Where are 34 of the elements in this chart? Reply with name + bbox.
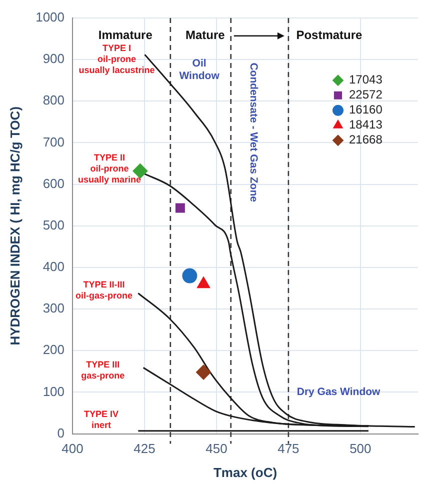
y-tick-label: 200	[42, 342, 65, 358]
legend-label: 17043	[349, 72, 383, 87]
annotation: Postmature	[296, 28, 363, 42]
x-tick-label: 425	[134, 441, 156, 456]
annotation: TYPE III gas-prone	[81, 360, 125, 381]
x-tick-label: 450	[206, 441, 228, 456]
y-tick-label: 700	[42, 134, 65, 150]
annotation: Immature	[98, 28, 153, 42]
x-axis-title: Tmax (oC)	[213, 464, 278, 480]
y-tick-label: 500	[42, 217, 65, 232]
y-tick-label: 300	[42, 300, 65, 316]
annotation: Oil Window	[179, 58, 220, 82]
y-tick-label: 0	[57, 425, 65, 440]
annotation: Dry Gas Window	[296, 386, 382, 398]
annotation: Mature	[186, 28, 226, 42]
x-tick-label: 500	[350, 441, 372, 456]
y-tick-label: 100	[42, 384, 65, 399]
x-tick-label: 475	[278, 441, 300, 456]
legend-label: 21668	[349, 132, 383, 147]
y-tick-label: 400	[42, 259, 65, 274]
y-tick-label: 800	[42, 92, 65, 108]
legend-label: 16160	[349, 102, 383, 117]
annotation: Condensate - Wet Gas Zone	[247, 62, 260, 202]
annotation: TYPE IV inert	[84, 409, 118, 430]
y-tick-label: 1000	[36, 10, 65, 25]
legend-label: 22572	[349, 88, 383, 102]
x-tick-label: 400	[62, 441, 84, 456]
y-tick-label: 900	[42, 51, 65, 66]
annotation: TYPE I oil-prone usually lacustrine	[78, 43, 155, 76]
annotation: TYPE II oil-prone usually marine	[78, 152, 141, 184]
annotation: TYPE II-III oil-gas-prone	[75, 280, 132, 301]
y-axis-title: HYDROGEN INDEX ( HI, mg HC/g TOC)	[7, 106, 22, 346]
y-tick-label: 600	[42, 176, 65, 191]
legend-label: 18413	[349, 118, 383, 132]
